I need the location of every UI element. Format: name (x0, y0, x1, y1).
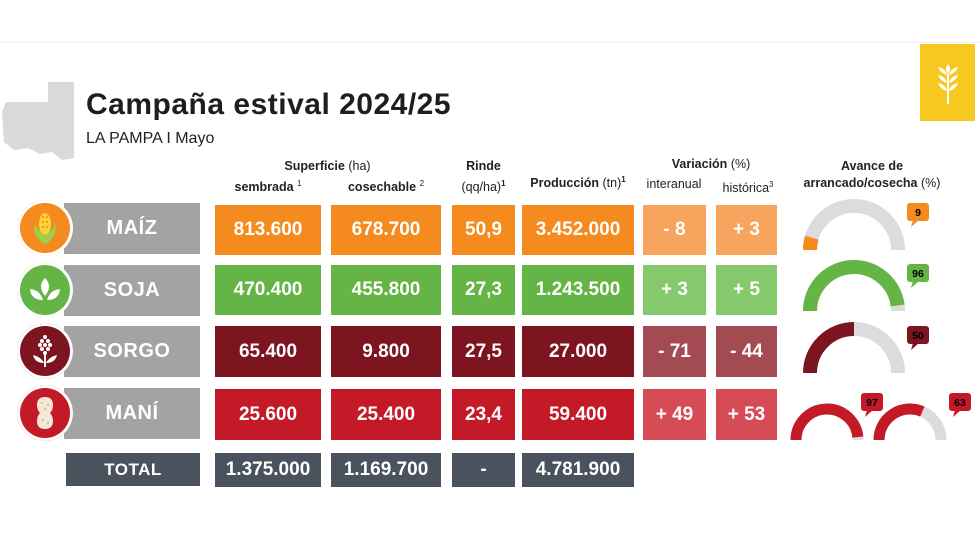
svg-text:96: 96 (912, 268, 924, 280)
svg-text:63: 63 (954, 397, 966, 409)
gauge-fill-soja-0 (803, 260, 905, 312)
top-divider (0, 42, 980, 43)
sorghum-icon (17, 323, 73, 379)
soja-cosechable: 455.800 (331, 265, 441, 315)
soybean-leaf-icon (17, 262, 73, 318)
header-variacion: Variación (%) (671, 157, 751, 171)
svg-text:9: 9 (915, 207, 921, 219)
total-label: TOTAL (66, 453, 200, 486)
mani-historica: + 53 (716, 389, 777, 440)
soja-historica: + 5 (716, 265, 777, 315)
header-sembrada: sembrada 1 (234, 179, 302, 195)
gauge-track-maiz-0 (803, 199, 905, 251)
total-sembrada: 1.375.000 (215, 453, 321, 487)
peanut-icon (17, 385, 73, 441)
maiz-produccion: 3.452.000 (522, 205, 634, 255)
total-rinde: - (452, 453, 515, 487)
svg-text:97: 97 (866, 397, 878, 409)
total-produccion: 4.781.900 (522, 453, 634, 487)
maiz-interanual: - 8 (643, 205, 706, 255)
sorgo-cosechable: 9.800 (331, 326, 441, 377)
soja-interanual: + 3 (643, 265, 706, 315)
mani-cosechable: 25.400 (331, 389, 441, 440)
header-historica: histórica3 (722, 180, 774, 196)
page-subtitle: LA PAMPA I Mayo (86, 130, 215, 147)
soja-produccion: 1.243.500 (522, 265, 634, 315)
maiz-historica: + 3 (716, 205, 777, 255)
gauge-label-maiz-0: 9 (907, 203, 929, 227)
la-pampa-map-icon (2, 82, 74, 160)
gauge-fill-sorgo-0 (803, 322, 855, 374)
maiz-sembrada: 813.600 (215, 205, 321, 255)
crop-label-sorgo: SORGO (64, 326, 200, 377)
sorgo-rinde: 27,5 (452, 326, 515, 377)
page-title: Campaña estival 2024/25 (86, 88, 452, 121)
maiz-rinde: 50,9 (452, 205, 515, 255)
header-superficie: Superficie (ha) (284, 159, 371, 173)
sorgo-sembrada: 65.400 (215, 326, 321, 377)
maiz-cosechable: 678.700 (331, 205, 441, 255)
crop-label-maiz: MAÍZ (64, 203, 200, 254)
mani-rinde: 23,4 (452, 389, 515, 440)
header-cosechable: cosechable 2 (347, 179, 425, 195)
crop-label-soja: SOJA (64, 265, 200, 316)
header-rinde: Rinde (qq/ha)1 (461, 159, 506, 195)
soja-rinde: 27,3 (452, 265, 515, 315)
total-cosechable: 1.169.700 (331, 453, 441, 487)
gauge-fill-maiz-0 (803, 235, 819, 251)
sorgo-interanual: - 71 (643, 326, 706, 377)
wheat-icon (937, 63, 958, 104)
header-interanual: interanual (646, 177, 702, 191)
mani-interanual: + 49 (643, 389, 706, 440)
gauge-label-sorgo-0: 50 (907, 326, 929, 350)
header-avance: Avance de arrancado/cosecha (%) (803, 159, 941, 190)
soja-sembrada: 470.400 (215, 265, 321, 315)
gauge-fill-mani-1 (873, 403, 925, 441)
svg-text:50: 50 (912, 330, 924, 342)
sorgo-produccion: 27.000 (522, 326, 634, 377)
gauge-label-mani-1: 63 (949, 393, 971, 417)
gauge-label-mani-0: 97 (861, 393, 883, 417)
gauge-fill-mani-0 (790, 403, 864, 441)
wheat-badge (920, 44, 975, 121)
avance-gauges: 9 96 50 97 63 (790, 199, 971, 441)
corn-icon (17, 200, 73, 256)
header-produccion: Producción (tn)1 (530, 175, 626, 191)
mani-sembrada: 25.600 (215, 389, 321, 440)
gauge-label-soja-0: 96 (907, 264, 929, 288)
mani-produccion: 59.400 (522, 389, 634, 440)
sorgo-historica: - 44 (716, 326, 777, 377)
crop-label-mani: MANÍ (64, 388, 200, 439)
